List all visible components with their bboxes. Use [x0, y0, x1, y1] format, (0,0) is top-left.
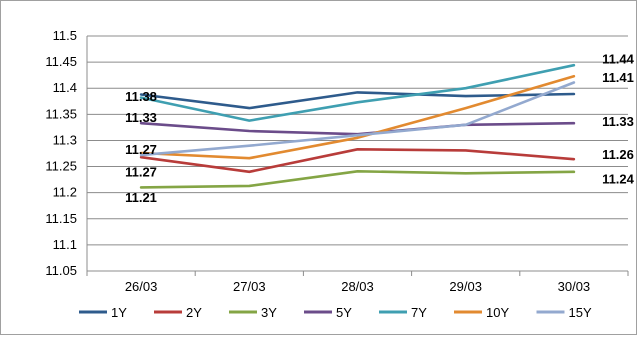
series-line-15y	[139, 81, 576, 157]
legend-label: 5Y	[336, 305, 352, 320]
series-line-2y	[139, 148, 576, 174]
legend: 1Y 2Y 3Y 5Y 7Y 10Y 15Y	[79, 305, 592, 320]
data-label: 11.38	[125, 89, 157, 104]
series-lines	[139, 63, 576, 189]
x-tick-label: 29/03	[449, 279, 482, 294]
legend-item-1y: 1Y	[79, 305, 127, 320]
series-line-7y	[139, 63, 576, 122]
y-tick-label: 11.35	[45, 106, 77, 121]
legend-item-10y: 10Y	[454, 305, 509, 320]
legend-item-2y: 2Y	[154, 305, 202, 320]
gridlines	[87, 35, 628, 272]
data-label: 11.21	[125, 190, 157, 205]
line-chart: 11.05 11.1 11.15 11.2 11.25 11.3 11.35 11.4 11.4…	[45, 28, 635, 320]
y-tick-label: 11.05	[45, 263, 77, 278]
data-label: 11.44	[602, 52, 635, 67]
y-tick-label: 11.5	[53, 28, 77, 43]
data-label: 11.27	[125, 164, 157, 179]
x-tick-label: 27/03	[233, 279, 266, 294]
legend-item-15y: 15Y	[536, 305, 592, 320]
data-label: 11.41	[602, 70, 634, 85]
y-tick-label: 11.45	[45, 54, 77, 69]
y-tick-label: 11.25	[45, 159, 77, 174]
legend-item-7y: 7Y	[379, 305, 427, 320]
legend-item-3y: 3Y	[229, 305, 277, 320]
x-tick-label: 26/03	[125, 279, 158, 294]
data-labels: 11.38 11.33 11.27 11.27 11.21 11.44 11.41 11.33…	[125, 52, 635, 205]
y-tick-label: 11.15	[45, 211, 77, 226]
data-label: 11.27	[125, 142, 157, 157]
legend-label: 15Y	[569, 305, 592, 320]
legend-label: 2Y	[186, 305, 202, 320]
series-line-1y	[139, 91, 576, 110]
series-line-10y	[139, 74, 576, 160]
legend-label: 3Y	[261, 305, 277, 320]
series-line-3y	[139, 170, 576, 189]
legend-label: 7Y	[411, 305, 427, 320]
x-tick-label: 30/03	[558, 279, 591, 294]
data-label: 11.33	[125, 110, 157, 125]
x-axis: 26/03 27/03 28/03 29/03 30/03	[86, 270, 629, 294]
y-tick-label: 11.1	[53, 237, 77, 252]
data-label: 11.26	[602, 147, 634, 162]
y-axis: 11.05 11.1 11.15 11.2 11.25 11.3 11.35 11.4 11.4…	[45, 28, 88, 278]
legend-item-5y: 5Y	[304, 305, 352, 320]
y-tick-label: 11.4	[53, 80, 77, 95]
y-tick-label: 11.2	[53, 185, 77, 200]
y-tick-label: 11.3	[53, 132, 77, 147]
legend-label: 1Y	[111, 305, 127, 320]
series-line-5y	[139, 121, 576, 136]
data-label: 11.33	[602, 114, 634, 129]
data-label: 11.24	[602, 172, 635, 187]
legend-label: 10Y	[486, 305, 509, 320]
x-tick-label: 28/03	[341, 279, 374, 294]
